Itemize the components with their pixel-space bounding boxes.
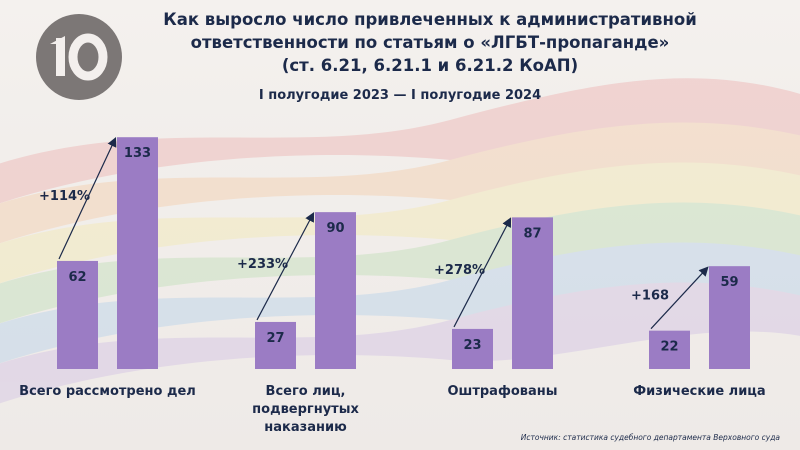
category-label: Всего лиц, подвергнутых наказанию: [211, 383, 401, 437]
bar-2024: [709, 266, 750, 369]
category-label-line: Всего рассмотрено дел: [19, 384, 196, 399]
bar-2024: [315, 212, 356, 369]
chart-title: Как выросло число привлеченных к админис…: [150, 8, 710, 77]
value-label: 22: [660, 340, 678, 355]
category-label-line: Оштрафованы: [447, 384, 558, 399]
growth-arrow: [453, 217, 512, 328]
value-label: 59: [720, 275, 738, 290]
value-label: 23: [463, 338, 481, 353]
logo-mark-icon: [50, 33, 108, 81]
title-line-3: (ст. 6.21, 6.21.1 и 6.21.2 КоАП): [281, 56, 579, 75]
source-note: Источник: статистика судебного департаме…: [520, 433, 780, 442]
bar-2023: [649, 330, 690, 369]
change-label: +168: [631, 288, 669, 303]
change-label: +278%: [434, 263, 485, 278]
value-label: 133: [124, 146, 151, 161]
bar-2023: [452, 328, 493, 369]
value-label: 27: [266, 331, 284, 346]
period-subtitle: I полугодие 2023 — I полугодие 2024: [258, 88, 542, 103]
title-line-2: ответственности по статьям о «ЛГБТ-пропа…: [190, 33, 670, 52]
bar-2023: [255, 321, 296, 369]
value-label: 62: [68, 270, 86, 285]
title-line-1: Как выросло число привлеченных к админис…: [163, 10, 697, 29]
bar-2024: [117, 137, 158, 369]
growth-arrow: [256, 212, 315, 321]
bar-2023: [57, 260, 98, 369]
category-label-line: подвергнутых наказанию: [252, 402, 359, 435]
growth-arrow: [58, 137, 117, 260]
value-label: 90: [326, 221, 344, 236]
category-label-line: Физические лица: [633, 384, 766, 399]
value-label: 87: [523, 226, 541, 241]
bar-2024: [512, 217, 553, 369]
category-label: Всего рассмотрено дел: [13, 383, 203, 401]
change-label: +114%: [39, 189, 90, 204]
growth-arrow: [650, 266, 709, 330]
category-label: Физические лица: [605, 383, 795, 401]
category-label: Оштрафованы: [408, 383, 598, 401]
change-label: +233%: [237, 257, 288, 272]
category-label-line: Всего лиц,: [265, 384, 346, 399]
publication-logo: [36, 14, 122, 100]
